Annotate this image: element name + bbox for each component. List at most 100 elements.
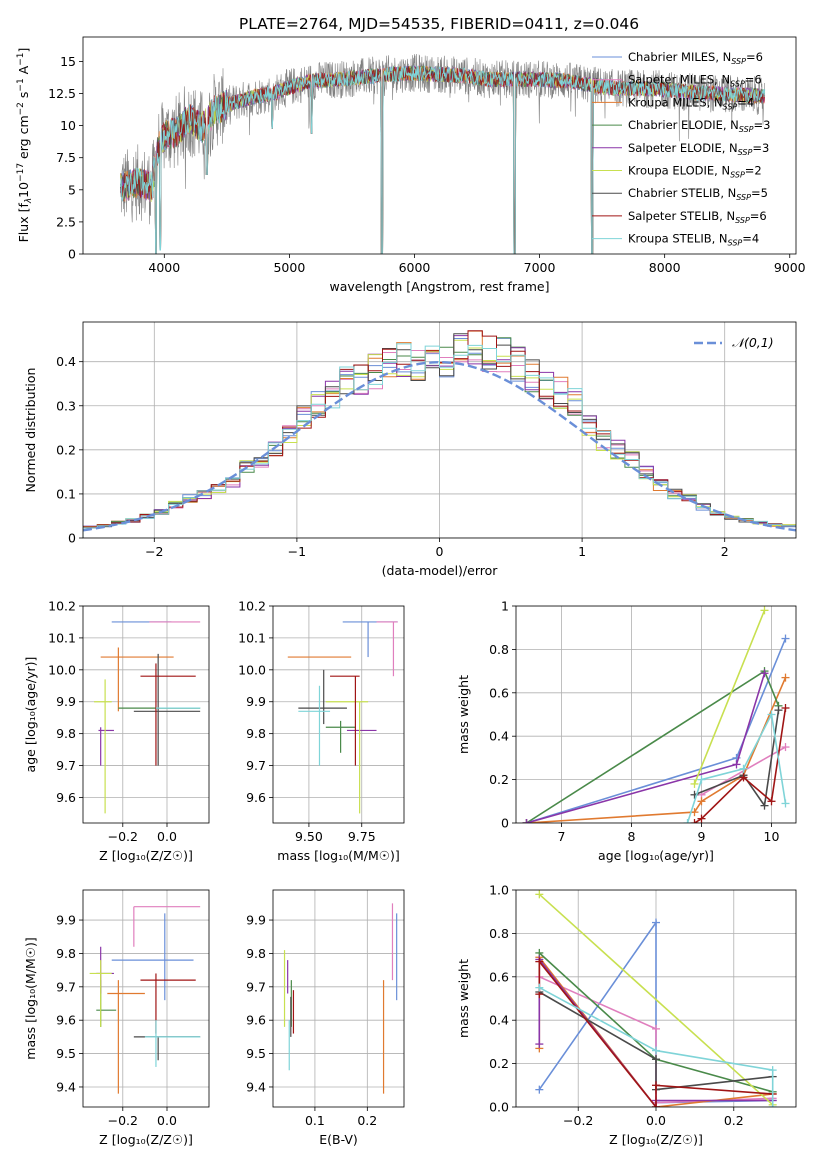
legend-series-name: Chabrier MILES, N xyxy=(628,50,731,64)
x-tick-label: 7000 xyxy=(524,260,556,275)
grid xyxy=(273,890,404,1107)
legend-nssp: =4 xyxy=(737,95,754,109)
x-tick-label: −1 xyxy=(288,544,306,559)
y-axis-label: mass weight xyxy=(456,675,471,754)
legend-nssp: =6 xyxy=(746,50,763,64)
plot-area xyxy=(273,890,404,1107)
y-tick-label: 7.5 xyxy=(56,150,76,165)
ticks: −0.2 0.0 9.4 9.5 9.6 9.7 9.8 9.9 xyxy=(56,913,177,1128)
legend-nssp: =2 xyxy=(745,164,762,178)
legend-label: 𝒩(0,1) xyxy=(732,335,774,350)
x-axis-label: Z [log₁₀(Z/Z☉)] xyxy=(609,1132,703,1147)
y-tick-label: 9.7 xyxy=(56,758,76,773)
axes-frame xyxy=(82,36,797,255)
y-tick-label: 0.4 xyxy=(489,1013,509,1028)
ticks: −0.2 0.0 0.2 0.0 0.2 0.4 0.6 0.8 1.0 xyxy=(489,883,744,1129)
legend-subscript: SSP xyxy=(730,80,745,89)
y-label-part: ] xyxy=(16,48,31,53)
x-tick-label: −0.2 xyxy=(108,829,138,844)
legend-label: Salpeter MILES, NSSP=6 xyxy=(628,73,762,89)
ticks: −2 −1 0 1 2 0 0.1 0.2 0.3 0.4 xyxy=(56,354,729,559)
y-tick-label: 1 xyxy=(501,599,509,614)
panel-weight_vs_age: 7 8 9 10 0 0.2 0.4 0.6 0.8 1 age [log₁₀(age/yr)] ma… xyxy=(456,599,797,863)
axes-frame xyxy=(82,605,210,824)
x-axis-label: age [log₁₀(age/yr)] xyxy=(598,848,714,863)
x-tick-label: 7 xyxy=(558,829,566,844)
axes-frame xyxy=(82,321,797,539)
legend-label: Chabrier MILES, NSSP=6 xyxy=(628,50,763,66)
y-tick-label: 9.6 xyxy=(56,790,76,805)
x-tick-label: 9.50 xyxy=(295,829,323,844)
y-tick-label: 9.8 xyxy=(246,726,266,741)
legend-nssp: =6 xyxy=(750,209,767,223)
legend-subscript: SSP xyxy=(735,216,750,225)
y-tick-label: 10 xyxy=(60,118,76,133)
panel-mass_vs_ebv: 0.1 0.2 9.4 9.5 9.6 9.7 9.8 9.9 E(B-V) xyxy=(246,889,405,1147)
plot-area xyxy=(516,890,796,1107)
x-tick-label: 9000 xyxy=(774,260,806,275)
y-tick-label: 9.4 xyxy=(56,1079,76,1094)
legend-nssp: =4 xyxy=(742,232,759,246)
model-spectrum-line xyxy=(120,65,766,254)
axes-frame xyxy=(515,605,797,824)
y-label-part: erg cm xyxy=(16,115,31,163)
legend-label: Salpeter ELODIE, NSSP=3 xyxy=(628,141,769,157)
y-tick-label: 10.2 xyxy=(238,599,266,614)
y-axis-label: mass weight xyxy=(456,959,471,1038)
ticks: −0.2 0.0 9.6 9.7 9.8 9.9 10.0 10.1 10.2 xyxy=(48,599,177,845)
legend-subscript: SSP xyxy=(723,102,738,111)
y-label-part: s xyxy=(16,92,31,103)
y-tick-label: 0 xyxy=(68,531,76,546)
weight-line xyxy=(538,991,773,1091)
legend-subscript: SSP xyxy=(728,239,743,248)
panel-weight_vs_Z: −0.2 0.0 0.2 0.0 0.2 0.4 0.6 0.8 1.0 Z [log₁₀(Z/Z… xyxy=(456,883,797,1147)
figure-title: PLATE=2764, MJD=54535, FIBERID=0411, z=0… xyxy=(239,15,639,33)
legend-subscript: SSP xyxy=(738,148,753,157)
x-tick-label: 8000 xyxy=(649,260,681,275)
y-label-part: −1 xyxy=(16,53,26,66)
ticks: 9.50 9.75 9.6 9.7 9.8 9.9 10.0 10.1 10.2 xyxy=(238,599,376,845)
x-axis-label: wavelength [Angstrom, rest frame] xyxy=(329,279,549,294)
y-tick-label: 0.3 xyxy=(56,398,76,413)
y-tick-label: 9.9 xyxy=(246,913,266,928)
x-tick-label: −0.2 xyxy=(563,1113,593,1128)
x-axis-label: mass [log₁₀(M/M☉)] xyxy=(277,848,399,863)
y-tick-label: 0.2 xyxy=(489,1056,509,1071)
y-tick-label: 9.5 xyxy=(56,1046,76,1061)
y-tick-label: 10.2 xyxy=(48,599,76,614)
legend-series-name: Chabrier ELODIE, N xyxy=(628,118,739,132)
axes-frame xyxy=(272,605,405,824)
y-label-part: 10 xyxy=(16,182,31,198)
x-axis-label: Z [log₁₀(Z/Z☉)] xyxy=(99,848,193,863)
x-axis-label: (data-model)/error xyxy=(382,563,499,578)
legend-subscript: SSP xyxy=(730,171,745,180)
histogram-step xyxy=(83,343,796,538)
legend-nssp: =3 xyxy=(752,141,769,155)
legend-subscript: SSP xyxy=(736,193,751,202)
plot-area xyxy=(120,53,766,254)
y-axis-label: Normed distribution xyxy=(23,368,38,493)
panels: 4000 5000 6000 7000 8000 900002.557.51012.515… xyxy=(16,36,806,1147)
legend-label: Chabrier STELIB, NSSP=5 xyxy=(628,186,768,202)
weight-line xyxy=(538,959,773,1107)
ticks: 7 8 9 10 0 0.2 0.4 0.6 0.8 1 xyxy=(489,599,779,845)
y-tick-label: 0.6 xyxy=(489,685,509,700)
legend-nssp: =6 xyxy=(745,73,762,87)
legend-series-name: Chabrier STELIB, N xyxy=(628,186,736,200)
x-tick-label: 0.1 xyxy=(305,1113,325,1128)
y-tick-label: 9.9 xyxy=(56,913,76,928)
grid xyxy=(83,606,209,823)
legend-subscript: SSP xyxy=(739,125,754,134)
weight-line xyxy=(526,677,787,823)
y-label-part: −2 xyxy=(16,102,26,115)
weight-line xyxy=(693,610,766,785)
legend-series-name: Kroupa MILES, N xyxy=(628,95,723,109)
x-tick-label: 0.2 xyxy=(357,1113,377,1128)
legend-label: Salpeter STELIB, NSSP=6 xyxy=(628,209,767,225)
y-tick-label: 12.5 xyxy=(48,86,76,101)
legend-series-name: Salpeter ELODIE, N xyxy=(628,141,738,155)
y-tick-label: 9.9 xyxy=(246,694,266,709)
y-tick-label: 15 xyxy=(60,54,76,69)
legend-label: Kroupa STELIB, NSSP=4 xyxy=(628,232,759,248)
